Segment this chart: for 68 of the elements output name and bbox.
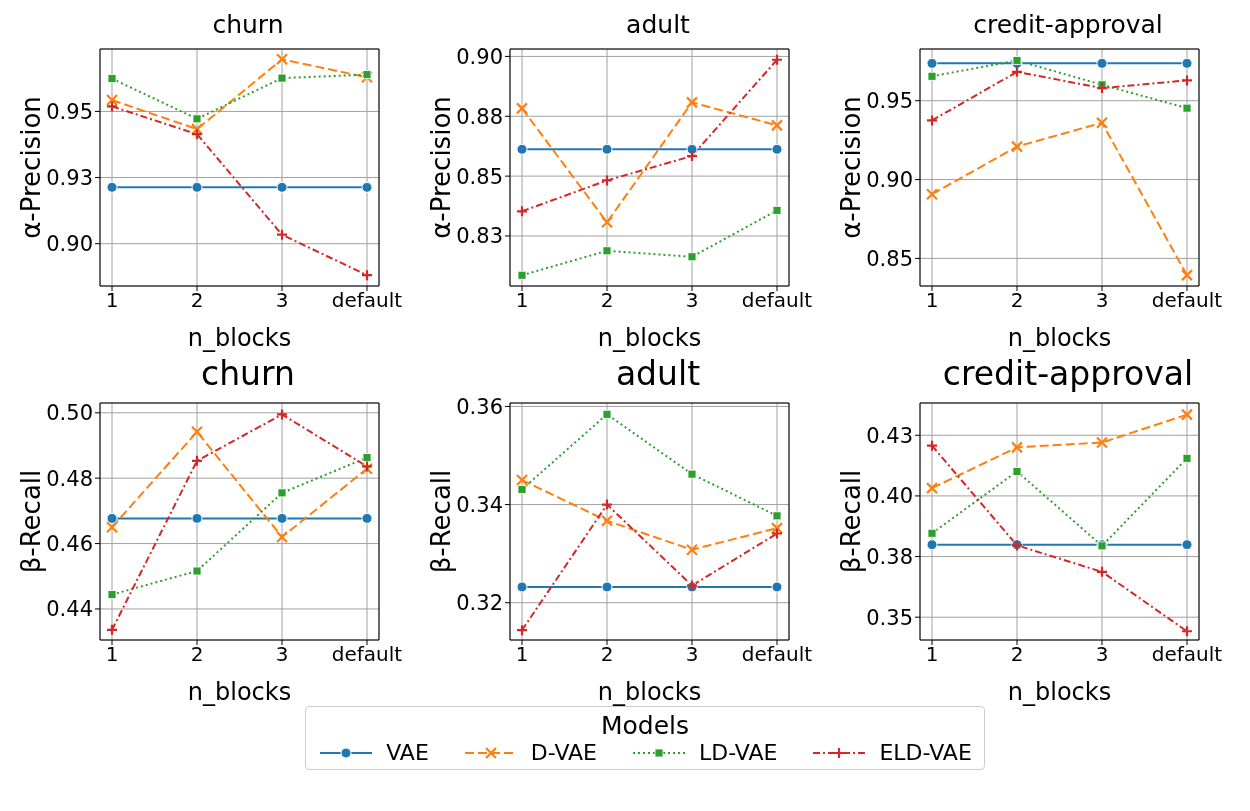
y-axis-title: α-Precision: [426, 96, 456, 239]
x-tick-label: 2: [190, 288, 204, 313]
y-axis-title: α-Precision: [836, 96, 866, 239]
x-tick-label: 3: [1095, 288, 1109, 313]
x-tick-label: 2: [1010, 288, 1024, 313]
x-axis-title: n_blocks: [187, 678, 292, 706]
x-axis-title: n_blocks: [1007, 324, 1112, 352]
y-tick-label: 0.32: [456, 591, 503, 616]
y-axis-title: β-Recall: [16, 469, 46, 574]
y-tick-label: 0.35: [866, 605, 913, 630]
x-tick-label: default: [741, 642, 813, 667]
legend-label: VAE: [386, 740, 429, 765]
y-tick-label: 0.40: [866, 484, 913, 509]
x-axis-title: n_blocks: [1007, 678, 1112, 706]
x-tick-label: 3: [685, 642, 699, 667]
y-tick-label: 0.85: [456, 164, 503, 189]
x-tick-label: 3: [1095, 642, 1109, 667]
y-axis-title: β-Recall: [426, 469, 456, 574]
y-tick-label: 0.93: [46, 166, 93, 191]
y-tick-label: 0.90: [866, 168, 913, 193]
y-tick-label: 0.95: [866, 89, 913, 114]
y-tick-label: 0.44: [46, 597, 93, 622]
x-tick-label: 1: [515, 288, 529, 313]
legend-title: Models: [599, 711, 691, 740]
y-axis-title: α-Precision: [16, 96, 46, 239]
x-tick-label: 3: [275, 288, 289, 313]
x-tick-label: default: [1151, 642, 1223, 667]
x-tick-label: default: [741, 288, 813, 313]
y-tick-label: 0.36: [456, 394, 503, 419]
chart-title: credit-approval: [941, 353, 1194, 395]
y-tick-label: 0.43: [866, 423, 913, 448]
chart-title: churn: [211, 9, 284, 41]
x-axis-title: n_blocks: [597, 324, 702, 352]
y-tick-label: 0.48: [46, 466, 93, 491]
y-tick-label: 0.50: [46, 401, 93, 426]
x-tick-label: 1: [105, 642, 119, 667]
x-axis-title: n_blocks: [597, 678, 702, 706]
x-tick-label: 2: [600, 288, 614, 313]
x-tick-label: 1: [105, 288, 119, 313]
x-tick-label: default: [1151, 288, 1223, 313]
y-tick-label: 0.90: [456, 44, 503, 69]
x-tick-label: default: [331, 642, 403, 667]
y-axis-title: β-Recall: [836, 469, 866, 574]
chart-title: adult: [614, 353, 701, 395]
y-tick-label: 0.83: [456, 224, 503, 249]
legend-label: LD-VAE: [698, 740, 778, 765]
chart-title: churn: [200, 353, 295, 395]
y-tick-label: 0.88: [456, 104, 503, 129]
y-tick-label: 0.38: [866, 545, 913, 570]
chart-title: credit-approval: [972, 9, 1163, 41]
y-tick-label: 0.34: [456, 493, 503, 518]
x-tick-label: 2: [1010, 642, 1024, 667]
y-tick-label: 0.90: [46, 232, 93, 257]
x-tick-label: 2: [190, 642, 204, 667]
x-tick-label: 1: [925, 288, 939, 313]
x-tick-label: 1: [515, 642, 529, 667]
y-tick-label: 0.95: [46, 99, 93, 124]
x-tick-label: 3: [685, 288, 699, 313]
x-tick-label: 2: [600, 642, 614, 667]
legend-label: ELD-VAE: [879, 740, 972, 765]
y-tick-label: 0.46: [46, 532, 93, 557]
x-tick-label: 3: [275, 642, 289, 667]
x-axis-title: n_blocks: [187, 324, 292, 352]
chart-title: adult: [625, 9, 690, 41]
x-tick-label: 1: [925, 642, 939, 667]
legend-label: D-VAE: [530, 740, 597, 765]
y-tick-label: 0.85: [866, 246, 913, 271]
x-tick-label: default: [331, 288, 403, 313]
